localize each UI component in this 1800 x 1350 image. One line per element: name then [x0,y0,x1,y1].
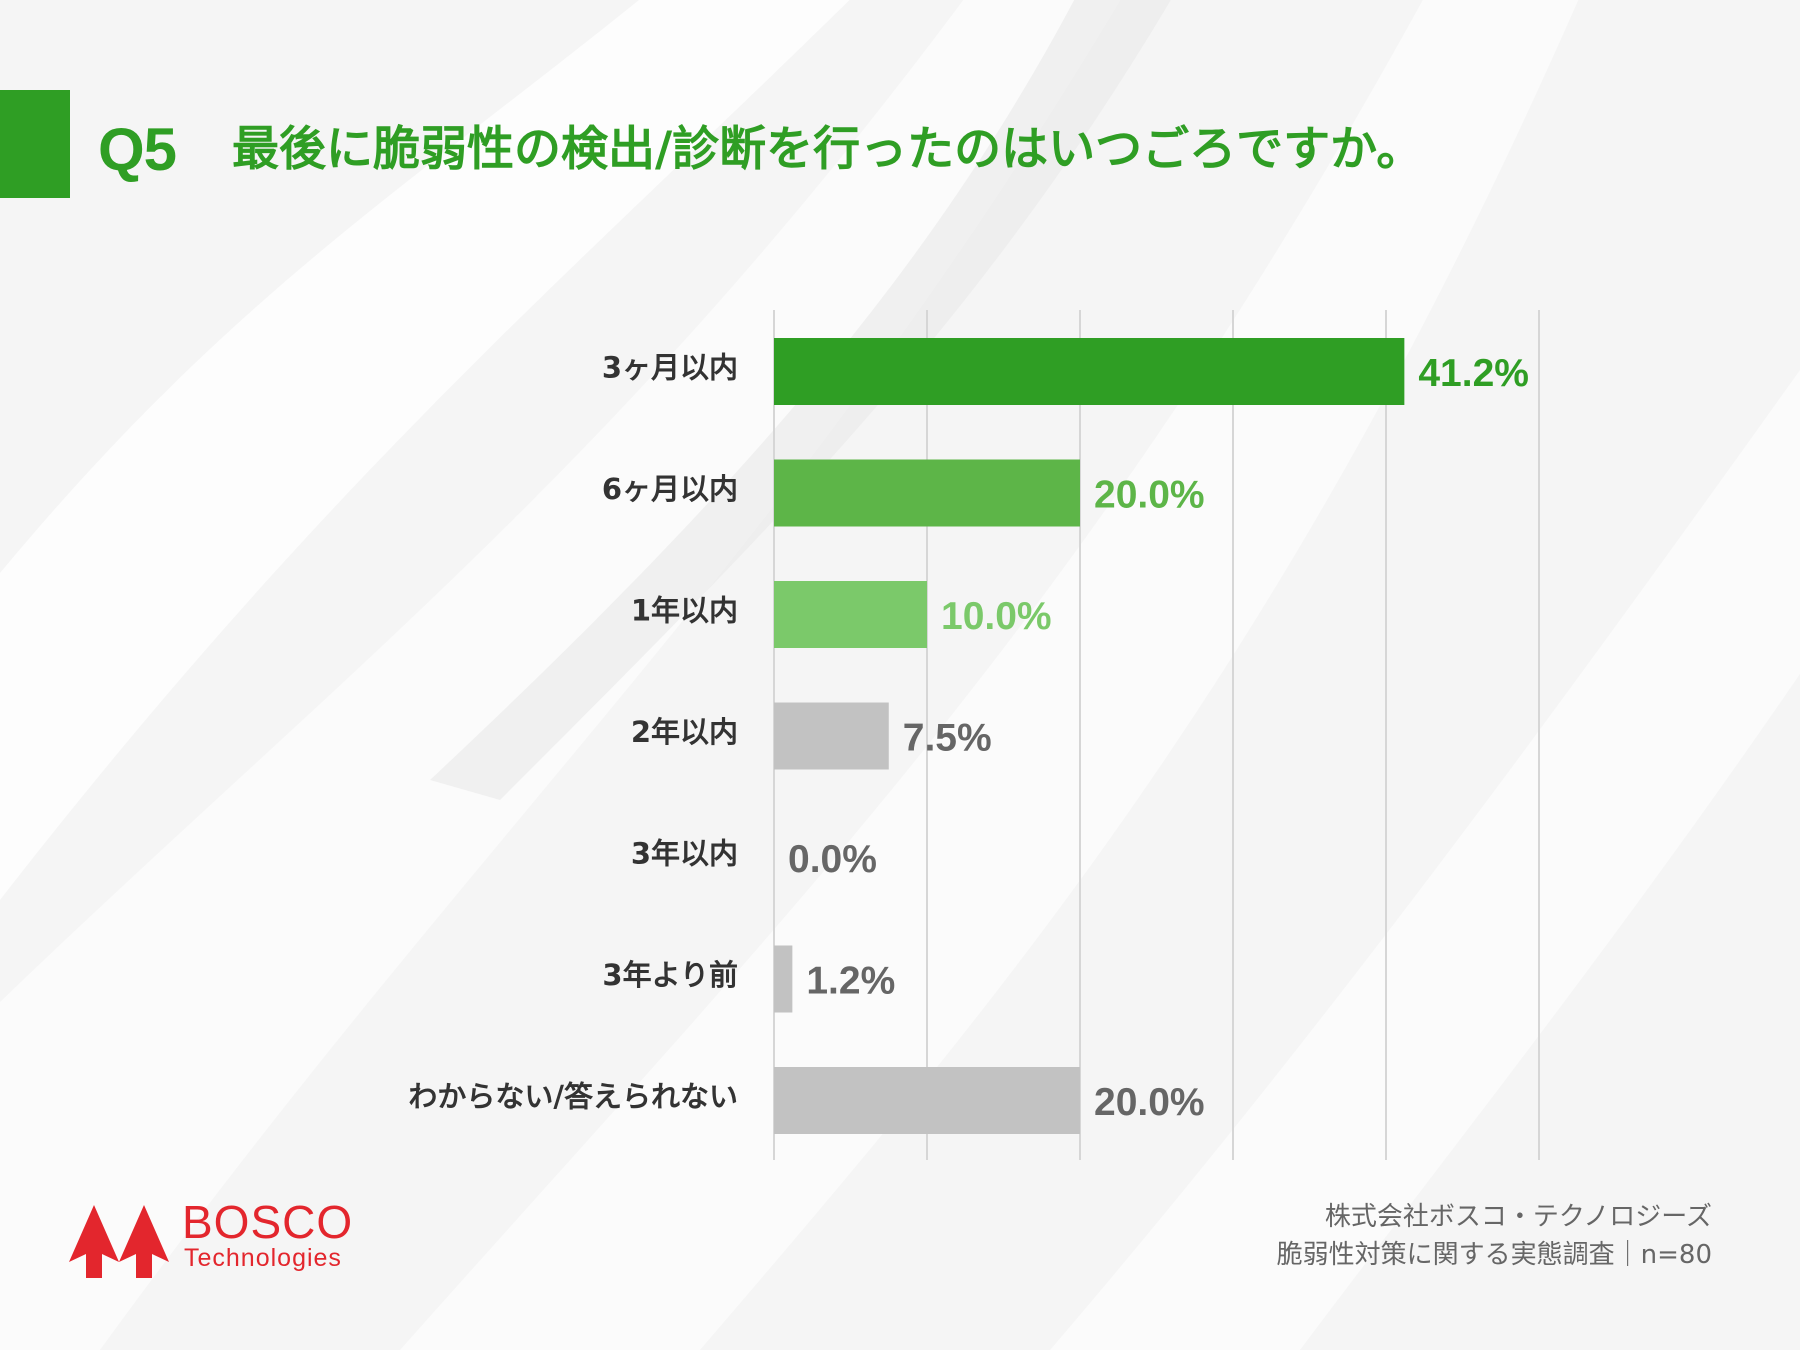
bar [774,459,1080,527]
label-layer: 3ヶ月以内 41.2% 6ヶ月以内 20.0% 1年以内 10.0% 2年以内 7.5% 3年以… [408,351,1529,1124]
bar [774,581,927,648]
bar-layer [774,338,1405,1134]
value-label: 1.2% [806,959,895,1002]
logo-name: BOSCO [182,1196,354,1248]
bosco-logo-icon [69,1205,169,1278]
value-label: 10.0% [941,595,1052,638]
value-label: 0.0% [788,838,877,881]
category-label: 6ヶ月以内 [602,472,738,506]
value-label: 20.0% [1094,1081,1205,1124]
source-line-survey: 脆弱性対策に関する実態調査｜n=80 [1276,1240,1712,1270]
question-number: Q5 [98,116,177,183]
logo-tree-shape [119,1205,169,1278]
bar [774,1067,1080,1134]
bar [774,702,889,770]
category-label: 2年以内 [631,715,738,749]
value-label: 7.5% [903,716,992,759]
bar [774,945,793,1013]
category-label: 3ヶ月以内 [602,351,738,385]
category-label: 3年以内 [631,837,738,871]
logo-subtitle: Technologies [184,1244,342,1272]
source-note: 株式会社ボスコ・テクノロジーズ 脆弱性対策に関する実態調査｜n=80 [1277,1198,1712,1274]
category-label: 3年より前 [602,958,738,992]
value-label: 41.2% [1418,352,1529,395]
value-label: 20.0% [1094,473,1205,516]
question-accent-bar [0,90,70,198]
logo-tree-shape [69,1205,119,1278]
category-label: わからない/答えられない [408,1080,738,1114]
source-line-company: 株式会社ボスコ・テクノロジーズ [1324,1202,1712,1232]
category-label: 1年以内 [631,594,738,628]
bar [774,338,1405,405]
question-text: 最後に脆弱性の検出/診断を行ったのはいつごろですか。 [232,122,1424,177]
